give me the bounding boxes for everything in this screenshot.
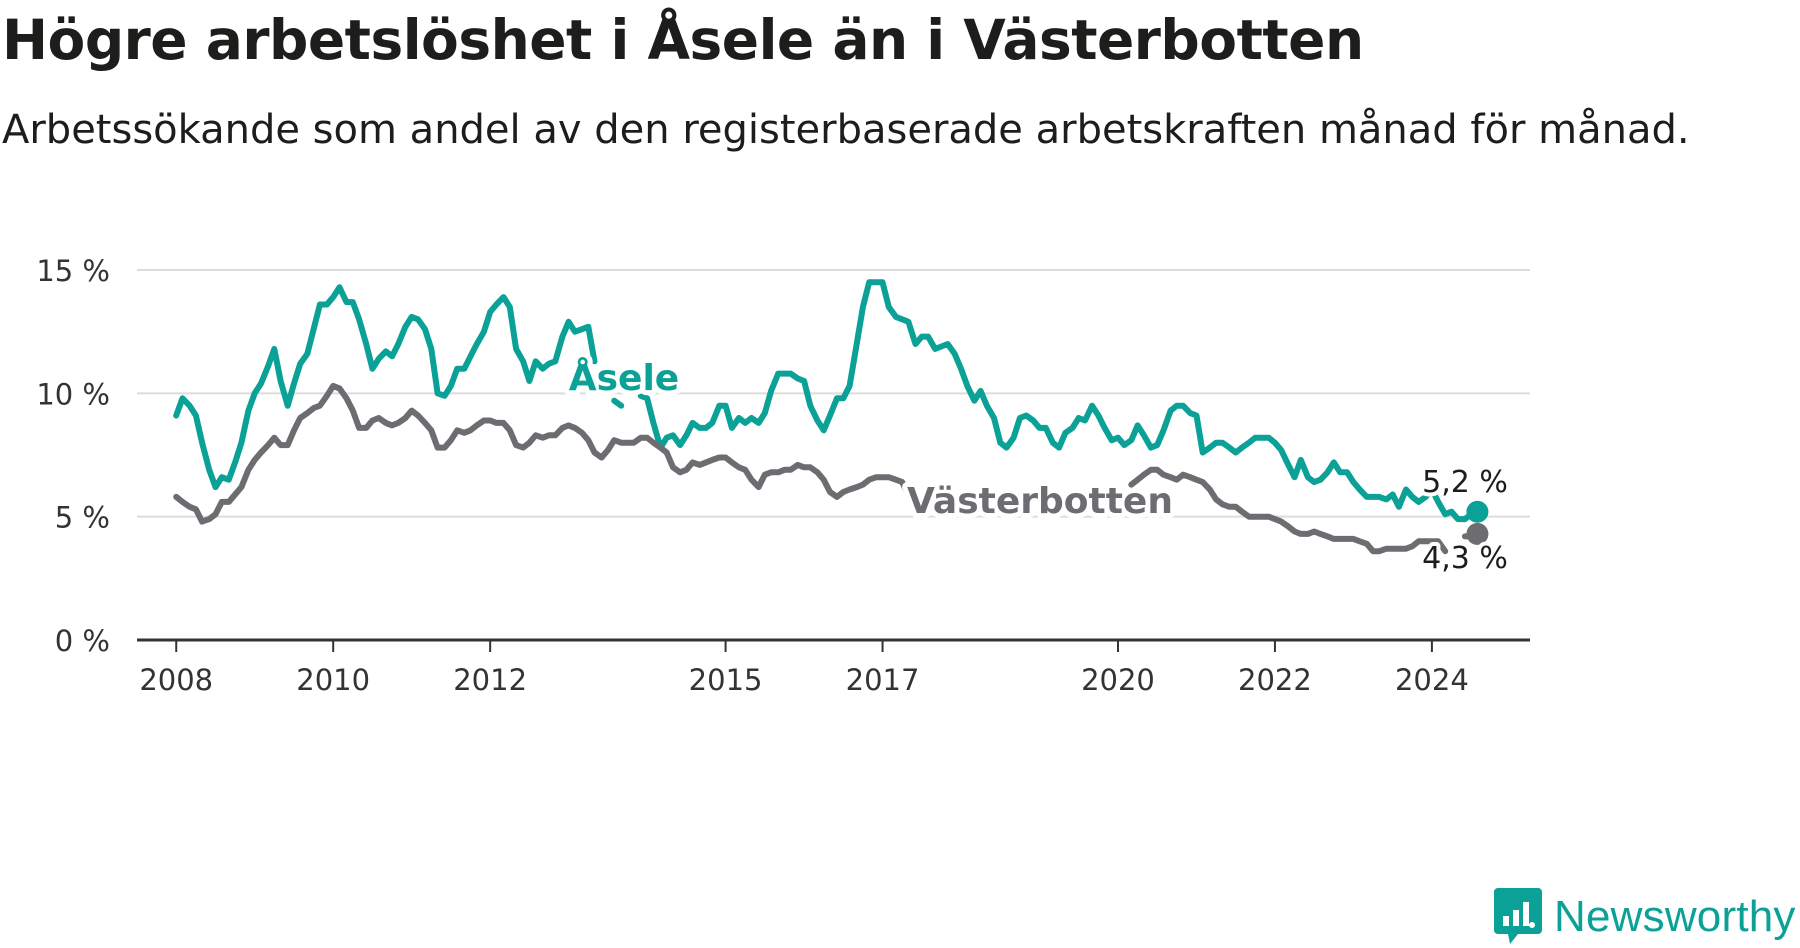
series-end-value-label: 5,2 % bbox=[1422, 465, 1508, 500]
series-end-dot bbox=[1466, 522, 1489, 545]
x-tick-label: 2010 bbox=[296, 663, 370, 697]
x-tick-label: 2020 bbox=[1081, 663, 1155, 697]
series-name-label: Åsele bbox=[569, 357, 679, 399]
y-tick-label: 15 % bbox=[36, 254, 110, 288]
x-tick-label: 2024 bbox=[1395, 663, 1469, 697]
series-end-value-label: 4,3 % bbox=[1422, 541, 1508, 576]
x-tick-label: 2008 bbox=[139, 663, 213, 697]
series-line-asele bbox=[173, 279, 1481, 523]
y-tick-label: 10 % bbox=[36, 377, 110, 411]
newsworthy-logo[interactable]: Newsworthy bbox=[1494, 888, 1796, 946]
x-tick-label: 2017 bbox=[846, 663, 920, 697]
y-tick-label: 0 % bbox=[55, 624, 110, 658]
series-end-dot bbox=[1466, 500, 1489, 523]
chart-subtitle: Arbetssökande som andel av den registerb… bbox=[2, 107, 1690, 153]
y-tick-label: 5 % bbox=[55, 501, 110, 535]
newsworthy-logo-icon bbox=[1494, 888, 1542, 944]
newsworthy-logo-text: Newsworthy bbox=[1554, 892, 1796, 941]
x-tick-label: 2022 bbox=[1238, 663, 1312, 697]
x-tick-label: 2015 bbox=[689, 663, 763, 697]
series-name-label: Västerbotten bbox=[907, 481, 1173, 522]
chart-title: Högre arbetslöshet i Åsele än i Västerbo… bbox=[2, 8, 1364, 72]
x-tick-label: 2012 bbox=[453, 663, 527, 697]
series-line-vasterbotten bbox=[173, 382, 1481, 555]
